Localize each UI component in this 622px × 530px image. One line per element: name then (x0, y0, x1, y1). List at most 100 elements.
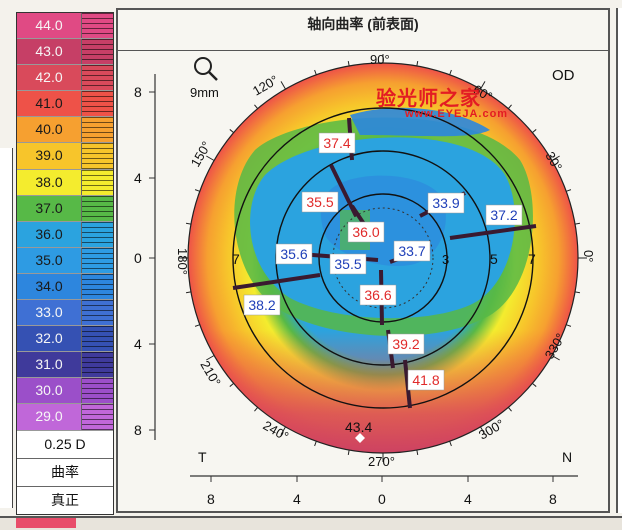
angle-tick (314, 441, 317, 447)
topography-surface (188, 63, 578, 453)
angle-150: 150° (188, 139, 214, 170)
angle-tick (206, 155, 215, 161)
watermark-url: www.EYEJA.com (405, 108, 509, 120)
angle-tick (551, 355, 560, 361)
angle-tick (416, 449, 419, 456)
angle-tick (449, 69, 452, 75)
legend-row: 30.0 (17, 378, 113, 405)
x-tick-label: 4 (293, 491, 301, 507)
angle-180: 180° (175, 248, 190, 275)
ring-label-3-right: 3 (442, 252, 449, 267)
reading-value: 35.5 (334, 256, 361, 272)
angle-tick (194, 324, 200, 327)
legend-swatch (82, 221, 113, 247)
legend-swatch (82, 13, 113, 39)
reading-box: 36.6 (359, 284, 397, 306)
legend-row: 39.0 (17, 143, 113, 170)
magnifier-icon[interactable] (194, 57, 218, 81)
legend-row: 44.0 (17, 13, 113, 40)
reading-box: 36.0 (347, 221, 385, 243)
angle-tick (229, 382, 234, 387)
y-tick-label: 4 (134, 170, 142, 186)
angle-tick (185, 291, 192, 294)
watermark-chinese: 验光师之家 (376, 88, 481, 110)
y-tick-label: 8 (134, 84, 142, 100)
angle-tick (480, 81, 486, 90)
angle-tick (416, 60, 419, 67)
angle-tick (532, 382, 537, 387)
angle-tick (480, 426, 486, 435)
reading-box: 37.4 (318, 132, 356, 154)
legend-scale-label[interactable]: 真正 (17, 486, 113, 514)
bottom-bar (0, 516, 622, 530)
reading-value: 35.6 (280, 246, 307, 262)
angle-tick (551, 155, 560, 161)
legend-swatch (82, 300, 113, 326)
legend-row: 38.0 (17, 169, 113, 196)
reading-value: 39.2 (392, 336, 419, 352)
temporal-label: T (198, 449, 207, 465)
reading-value: 41.8 (412, 372, 439, 388)
legend-row: 36.0 (17, 221, 113, 248)
angle-tick (574, 291, 581, 294)
legend-row: 33.0 (17, 300, 113, 327)
legend-swatch (82, 169, 113, 195)
peak-marker-value: 43.4 (345, 419, 372, 435)
x-tick-label: 0 (378, 491, 386, 507)
legend-swatch (82, 247, 113, 273)
reading-value: 36.0 (352, 224, 379, 240)
legend-rows: 44.0 43.0 42.0 41.0 40.0 39.0 38.0 37.0 36.0 35.0… (17, 13, 113, 431)
angle-tick (566, 189, 572, 192)
legend-swatch (82, 378, 113, 404)
reading-box: 35.6 (275, 243, 313, 265)
legend-swatch (82, 404, 113, 430)
legend-value: 36.0 (17, 221, 82, 247)
angle-tick (532, 129, 537, 134)
angle-tick (347, 60, 350, 67)
reading-box: 37.2 (485, 204, 523, 226)
reading-value: 33.7 (398, 243, 425, 259)
legend-swatch (82, 91, 113, 117)
angle-tick (254, 104, 259, 109)
legend-value: 42.0 (17, 65, 82, 91)
legend-value: 33.0 (17, 300, 82, 326)
y-tick-label: 0 (134, 250, 142, 266)
reading-value: 37.4 (323, 135, 350, 151)
legend-row: 29.0 (17, 404, 113, 431)
legend-value: 43.0 (17, 39, 82, 65)
legend-row: 40.0 (17, 117, 113, 144)
angle-tick (280, 81, 286, 90)
angle-tick (254, 407, 259, 412)
angle-tick (314, 69, 317, 75)
legend-swatch (82, 352, 113, 378)
eye-label: OD (552, 67, 575, 84)
side-strip (0, 148, 13, 508)
legend-swatch (82, 65, 113, 91)
legend-value: 39.0 (17, 143, 82, 169)
legend-row: 31.0 (17, 352, 113, 379)
legend-mode-label[interactable]: 曲率 (17, 458, 113, 487)
reading-value: 38.2 (248, 297, 275, 313)
angle-90: 90° (370, 52, 390, 67)
reading-box: 35.5 (329, 253, 367, 275)
y-tick-label: 4 (134, 336, 142, 352)
legend-swatch (82, 117, 113, 143)
legend-swatch (82, 326, 113, 352)
legend-swatch (82, 273, 113, 300)
reading-box: 39.2 (387, 333, 425, 355)
reading-box: 41.8 (407, 369, 445, 391)
ring-label-5-right: 5 (490, 251, 498, 267)
angle-tick (347, 449, 350, 456)
legend-step-label[interactable]: 0.25 D (17, 430, 113, 459)
angle-270: 270° (368, 454, 395, 469)
angle-tick (206, 355, 215, 361)
reading-value: 36.6 (364, 287, 391, 303)
legend-value: 41.0 (17, 91, 82, 117)
map-title: 轴向曲率 (前表面) (307, 16, 419, 32)
legend-value: 31.0 (17, 352, 82, 378)
reading-value: 35.5 (306, 194, 333, 210)
legend-row: 43.0 (17, 39, 113, 66)
x-tick-label: 8 (207, 491, 215, 507)
peak-marker-icon (355, 433, 365, 443)
